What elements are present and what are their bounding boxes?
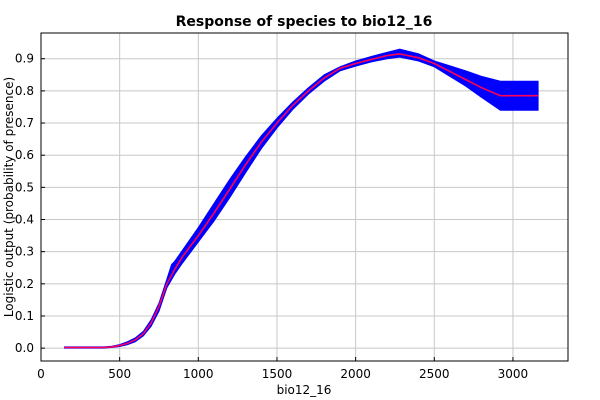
- y-axis-label: Logistic output (probability of presence…: [2, 77, 16, 317]
- plot-frame: [40, 32, 569, 362]
- confidence-band-area: [64, 48, 539, 349]
- mean-line-path: [64, 53, 539, 349]
- grid-lines: [40, 33, 568, 361]
- y-tick-label: 0.1: [15, 309, 34, 323]
- confidence-band: [64, 48, 539, 349]
- mean-response-line: [64, 53, 539, 349]
- y-tick-label: 0.3: [15, 245, 34, 259]
- x-tick-label: 1500: [262, 367, 293, 381]
- x-tick-label: 2500: [419, 367, 450, 381]
- y-tick-label: 0.9: [15, 52, 34, 66]
- y-tick-label: 0.2: [15, 277, 34, 291]
- y-tick-label: 0.4: [15, 213, 34, 227]
- x-tick-label: 500: [108, 367, 131, 381]
- y-tick-label: 0.5: [15, 180, 34, 194]
- x-tick-label: 2000: [340, 367, 371, 381]
- x-axis: 0 500 1000 1500 2000 2500 3000: [37, 357, 528, 381]
- x-tick-label: 3000: [498, 367, 529, 381]
- y-tick-label: 0.0: [15, 341, 34, 355]
- chart-title: Response of species to bio12_16: [176, 14, 433, 30]
- y-axis: 0.0 0.1 0.2 0.3 0.4 0.5 0.6 0.7 0.8 0.9: [15, 52, 45, 355]
- x-axis-label: bio12_16: [277, 383, 332, 397]
- x-tick-label: 1000: [183, 367, 214, 381]
- y-tick-label: 0.6: [15, 148, 34, 162]
- y-tick-label: 0.8: [15, 84, 34, 98]
- y-tick-label: 0.7: [15, 116, 34, 130]
- x-tick-label: 0: [37, 367, 45, 381]
